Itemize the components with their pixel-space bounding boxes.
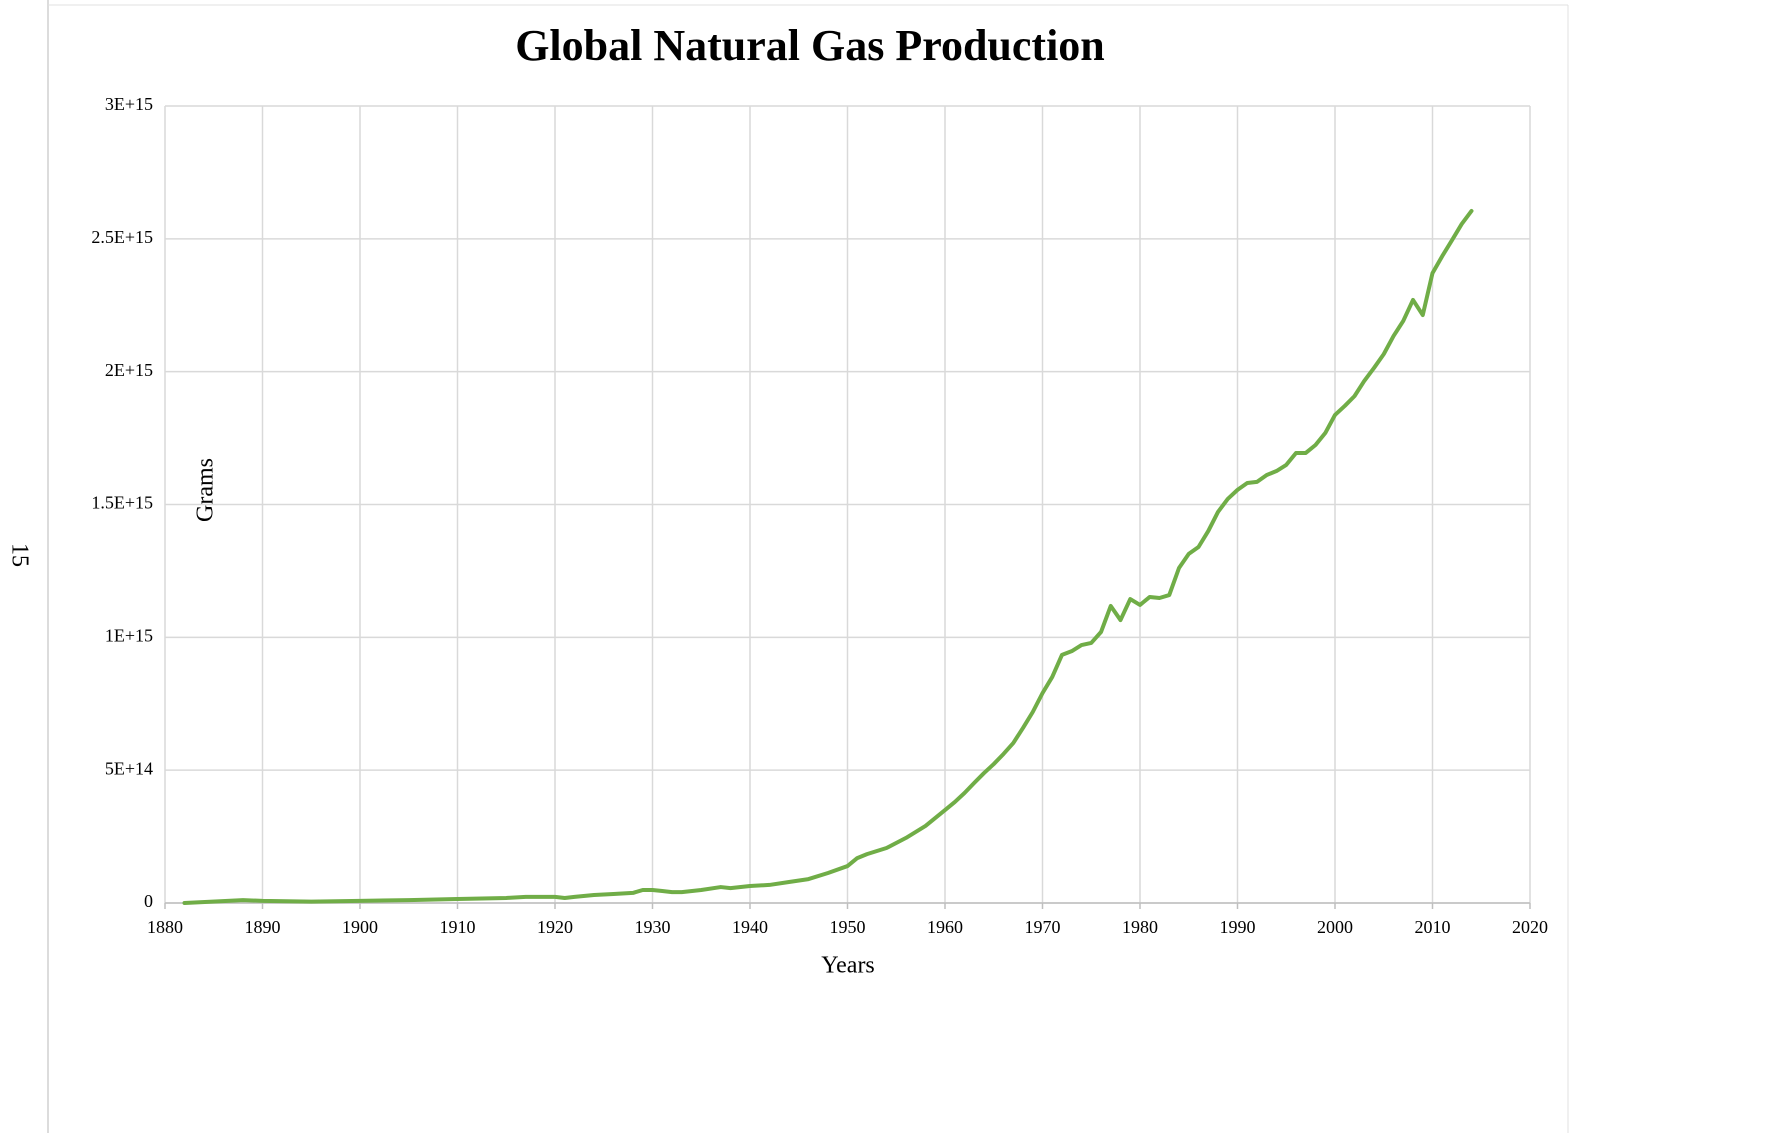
y-tick-label: 1E+15	[105, 625, 153, 645]
x-tick-label: 2000	[1317, 917, 1353, 937]
x-tick-label: 1900	[342, 917, 378, 937]
x-tick-label: 1960	[927, 917, 963, 937]
x-axis-label: Years	[821, 953, 875, 979]
x-tick-label: 2020	[1512, 917, 1548, 937]
y-tick-label: 1.5E+15	[91, 493, 153, 513]
x-tick-label: 1910	[440, 917, 476, 937]
y-tick-label: 2E+15	[105, 360, 153, 380]
y-tick-label: 3E+15	[105, 94, 153, 114]
chart-title: Global Natural Gas Production	[515, 21, 1105, 70]
x-tick-label: 1880	[147, 917, 183, 937]
x-tick-label: 1990	[1220, 917, 1256, 937]
x-tick-label: 1980	[1122, 917, 1158, 937]
x-tick-label: 1940	[732, 917, 768, 937]
y-tick-label: 0	[144, 891, 153, 911]
data-line	[182, 208, 1474, 905]
x-tick-label: 1950	[830, 917, 866, 937]
x-tick-label: 1920	[537, 917, 573, 937]
x-tick-label: 1930	[635, 917, 671, 937]
x-tick-label: 1890	[245, 917, 281, 937]
x-tick-label: 2010	[1415, 917, 1451, 937]
page-number: 15	[6, 543, 32, 567]
x-tick-label: 1970	[1025, 917, 1061, 937]
y-axis-label: Grams	[193, 458, 219, 522]
y-tick-label: 2.5E+15	[91, 227, 153, 247]
y-tick-label: 5E+14	[105, 758, 153, 778]
